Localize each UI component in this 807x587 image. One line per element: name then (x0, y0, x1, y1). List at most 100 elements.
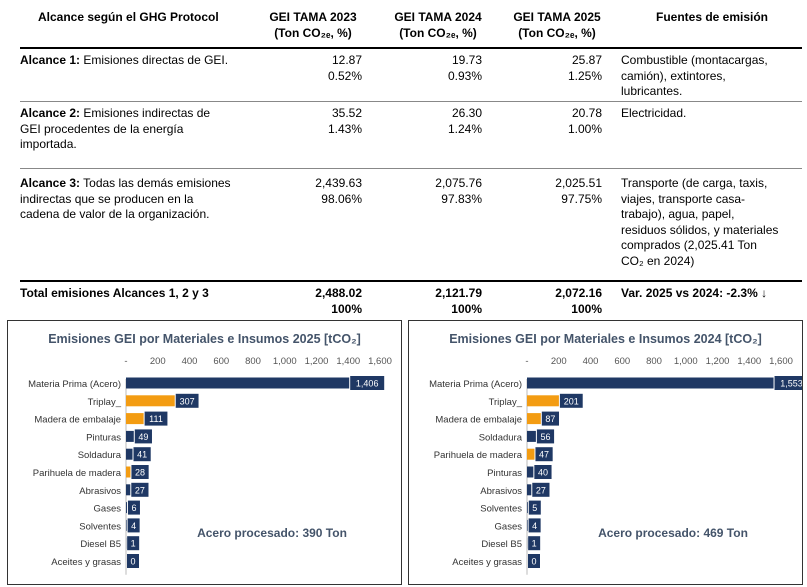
data-label-box (350, 376, 385, 390)
bar (527, 502, 528, 514)
data-label: 27 (536, 485, 546, 495)
annotation: Acero procesado: 469 Ton (598, 526, 748, 540)
header-scope: Alcance según el GHG Protocol (38, 10, 219, 24)
total-2024: 2,121.79 100% (435, 286, 482, 316)
data-label-box (127, 536, 140, 551)
row1-2023: 12.87 0.52% (327, 53, 362, 83)
data-label-box (175, 393, 199, 408)
data-label-box (127, 518, 140, 533)
bar (126, 448, 133, 460)
data-label-box (134, 429, 152, 444)
data-label: 40 (538, 468, 548, 478)
x-tick-label: 200 (551, 356, 567, 367)
category-label: Triplay_ (88, 397, 122, 408)
category-label: Abrasivos (79, 486, 121, 497)
x-tick-label: 400 (182, 356, 198, 367)
data-label: 6 (131, 503, 136, 513)
row2-2023: 35.52 1.43% (327, 106, 362, 136)
category-label: Madera de embalaje (34, 415, 121, 426)
chart-title: Emisiones GEI por Materiales e Insumos 2… (48, 332, 361, 346)
data-label: 5 (532, 503, 537, 513)
category-label: Pinturas (86, 432, 121, 443)
category-label: Aceites y grasas (51, 557, 121, 568)
data-label-box (133, 447, 151, 462)
row-scope-2: Alcance 2: Emisiones indirectas de GEI p… (20, 106, 211, 151)
x-tick-label: 1,000 (273, 356, 297, 367)
x-tick-label: - (525, 356, 528, 367)
data-label: 87 (545, 414, 555, 424)
header-sources: Fuentes de emisión (655, 10, 769, 24)
data-label: 27 (135, 485, 145, 495)
data-label-box (774, 376, 802, 390)
data-label: 201 (564, 396, 579, 406)
header-2024: GEI TAMA 2024 (Ton CO₂ₑ, %) (394, 10, 482, 40)
bar (126, 466, 131, 478)
category-label: Soldadura (479, 432, 523, 443)
x-tick-label: 1,400 (737, 356, 761, 367)
category-label: Materia Prima (Acero) (429, 379, 522, 390)
bar (126, 502, 127, 514)
row2-2025: 20.78 1.00% (567, 106, 602, 136)
row-scope-3: Alcance 3: Todas las demás emisiones ind… (20, 176, 231, 221)
data-label: 1,553 (780, 379, 802, 389)
x-tick-label: 1,200 (305, 356, 329, 367)
x-tick-label: 600 (614, 356, 630, 367)
bar (527, 377, 774, 389)
chart-2025: Emisiones GEI por Materiales e Insumos 2… (7, 320, 402, 585)
bar (527, 395, 559, 407)
emissions-table: Alcance según el GHG Protocol GEI TAMA 2… (12, 0, 802, 318)
data-label: 49 (138, 432, 148, 442)
bar (126, 430, 134, 442)
x-tick-label: 800 (646, 356, 662, 367)
category-label: Gases (94, 504, 122, 515)
row-scope-1: Alcance 1: Emisiones directas de GEI. (20, 53, 229, 67)
bar (126, 413, 144, 425)
category-label: Aceites y grasas (452, 557, 522, 568)
data-label: 4 (131, 521, 136, 531)
data-label-box (534, 465, 552, 479)
category-label: Diesel B5 (80, 539, 121, 550)
category-label: Parihuela de madera (33, 468, 122, 479)
data-label-box (528, 536, 541, 551)
data-label: 1 (131, 539, 136, 549)
data-label-box (528, 500, 541, 515)
data-label-box (541, 411, 560, 426)
bar (126, 377, 350, 389)
chart-title: Emisiones GEI por Materiales e Insumos 2… (449, 332, 762, 346)
data-label-box (127, 500, 140, 515)
bar (527, 466, 534, 478)
row2-2024: 26.30 1.24% (447, 106, 482, 136)
total-variation: Var. 2025 vs 2024: -2.3% ↓ (621, 286, 768, 300)
data-label: 0 (130, 557, 135, 567)
x-tick-label: 400 (583, 356, 599, 367)
total-label: Total emisiones Alcances 1, 2 y 3 (20, 286, 209, 300)
header-2025: GEI TAMA 2025 (Ton CO₂ₑ, %) (513, 10, 601, 40)
bar (527, 430, 536, 442)
x-tick-label: 1,600 (368, 356, 392, 367)
data-label-box (535, 447, 553, 462)
data-label-box (127, 554, 139, 568)
chart-2024-svg: Emisiones GEI por Materiales e Insumos 2… (429, 332, 802, 575)
total-2023: 2,488.02 100% (315, 286, 362, 316)
data-label-box (131, 482, 149, 497)
chart-2025-svg: Emisiones GEI por Materiales e Insumos 2… (28, 332, 392, 575)
data-label-box (536, 429, 555, 444)
bar (126, 395, 175, 407)
row3-2025: 2,025.51 97.75% (555, 176, 602, 206)
x-tick-label: - (124, 356, 127, 367)
x-tick-label: 1,200 (706, 356, 730, 367)
x-tick-label: 1,600 (769, 356, 793, 367)
header-rule (20, 47, 802, 49)
row3-2024: 2,075.76 97.83% (435, 176, 482, 206)
bar (126, 519, 127, 531)
category-label: Parihuela de madera (434, 450, 523, 461)
bar (527, 484, 532, 496)
category-label: Madera de embalaje (435, 415, 522, 426)
data-label: 41 (137, 450, 147, 460)
category-label: Soldadura (78, 450, 122, 461)
data-label: 4 (532, 521, 537, 531)
x-tick-label: 600 (213, 356, 229, 367)
data-label: 111 (149, 414, 163, 424)
data-label-box (528, 518, 541, 533)
data-label: 47 (539, 450, 549, 460)
